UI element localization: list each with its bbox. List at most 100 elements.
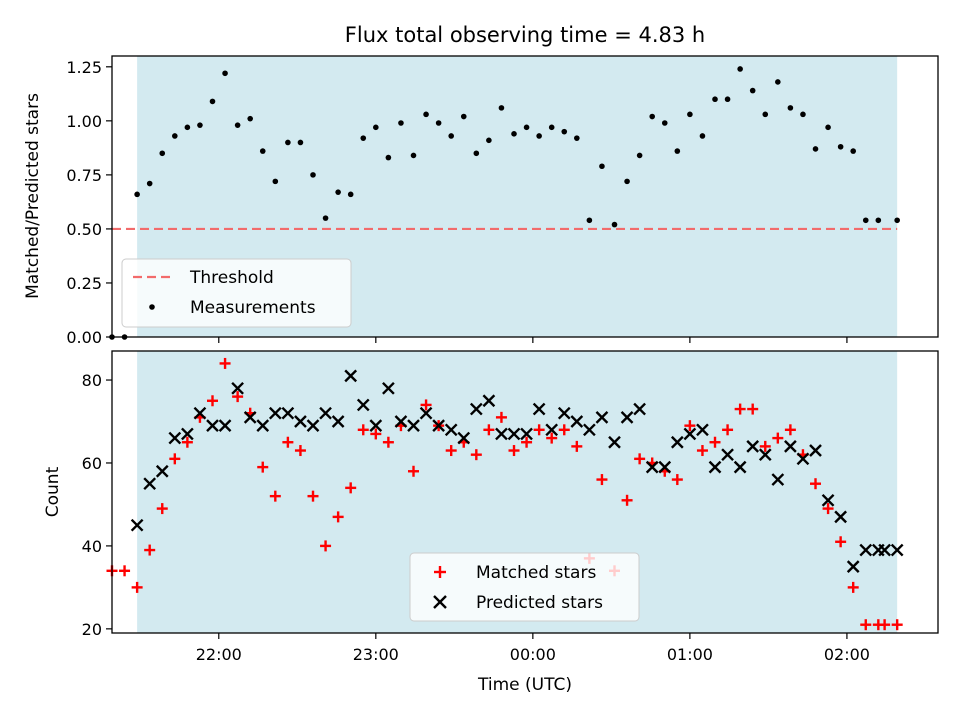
predicted-star-point [557,406,571,420]
matched-star-point [533,424,545,436]
matched-star-point [144,544,156,556]
measurement-point [146,180,153,187]
measurement-point [486,137,492,144]
measurement-point [536,133,542,139]
matched-star-point [181,436,193,448]
matched-star-point [860,619,872,631]
measurement-point [749,87,756,94]
matched-star-point [684,420,696,432]
y-tick-label: 20 [82,620,102,639]
y-tick-label: 0.25 [66,274,102,293]
top-x-ticks [218,337,848,343]
matched-star-point [307,490,319,502]
predicted-star-point [683,427,697,441]
measurement-point [197,122,203,128]
x-tick-label: 01:00 [667,645,713,664]
x-tick-label: 23:00 [353,645,399,664]
measurement-point [674,148,681,154]
matched-star-point [596,474,608,486]
bottom-axes-frame [111,350,939,634]
measurement-point [209,98,216,105]
legend-matched-swatch [434,566,446,578]
matched-star-point [495,411,507,423]
bottom-y-ticks: 20 40 60 80 [82,371,112,639]
measurement-point [599,163,605,170]
matched-star-point [294,445,306,457]
measurement-point [373,124,379,131]
matched-star-point [546,432,558,444]
measurement-point [850,148,857,154]
measurement-point [297,139,304,146]
predicted-star-point [821,493,835,507]
matched-star-point [847,581,859,593]
legend-measurements-swatch [149,304,155,310]
predicted-star-point [658,460,672,474]
measurement-point [812,146,819,152]
predicted-star-point [834,510,847,524]
predicted-star-point [294,415,307,428]
predicted-star-point [784,440,797,453]
legend-matched-label: Matched stars [476,563,596,583]
predicted-star-point [457,431,471,445]
measurement-point [473,150,480,157]
predicted-star-point [890,543,904,557]
matched-star-point [257,461,269,473]
matched-star-point [709,436,721,448]
measurement-point [762,111,769,118]
predicted-star-point [444,423,458,437]
predicted-star-point [319,406,332,420]
measurement-point [894,217,900,224]
measurement-point [724,96,731,103]
measurement-point [272,178,279,185]
predicted-star-point [859,543,873,557]
y-tick-label: 0.50 [66,220,102,239]
top-axes-frame [111,55,939,338]
matched-star-point [382,436,394,448]
matched-star-point [483,424,495,436]
predicted-star-point [419,406,433,420]
predicted-star-point [130,518,144,532]
measurement-point [511,131,517,137]
matched-star-point [156,503,168,515]
y-tick-label: 0.75 [66,166,102,185]
predicted-star-point [545,423,559,437]
predicted-star-point [520,427,533,441]
matched-star-point [810,478,822,490]
matched-star-point [734,403,746,415]
predicted-star-point [608,435,621,449]
matched-star-point [119,565,131,577]
matched-star-point [219,357,231,369]
predicted-star-point [645,460,659,474]
predicted-star-point [181,427,194,441]
matched-star-point [345,482,357,494]
predicted-star-point [570,415,584,428]
measurement-point [385,154,392,161]
measurement-point [222,70,228,77]
count-points [106,357,904,631]
predicted-star-point [356,398,370,412]
measurement-point [159,150,166,157]
measurement-point [523,124,530,131]
measurement-point [574,135,580,141]
predicted-star-point [532,402,546,416]
measurement-point [712,96,718,103]
measurement-point [347,191,354,198]
matched-star-point [131,581,143,593]
bottom-y-axis-label: Count [43,466,63,517]
x-axis-label: Time (UTC) [477,675,572,695]
matched-star-point [722,424,734,436]
predicted-star-point [243,411,257,424]
matched-star-point [571,440,583,452]
predicted-star-point [369,419,383,432]
measurement-point [649,113,655,120]
bottom-x-ticks: 22:00 23:00 00:00 01:00 02:00 [196,633,870,664]
predicted-star-point [809,444,822,457]
predicted-star-point [495,427,508,441]
matched-star-point [408,465,420,477]
measurement-point [775,79,781,85]
matched-star-point [891,619,903,631]
predicted-star-point [746,440,760,453]
matched-star-point [621,494,633,506]
measurement-point [875,217,882,224]
